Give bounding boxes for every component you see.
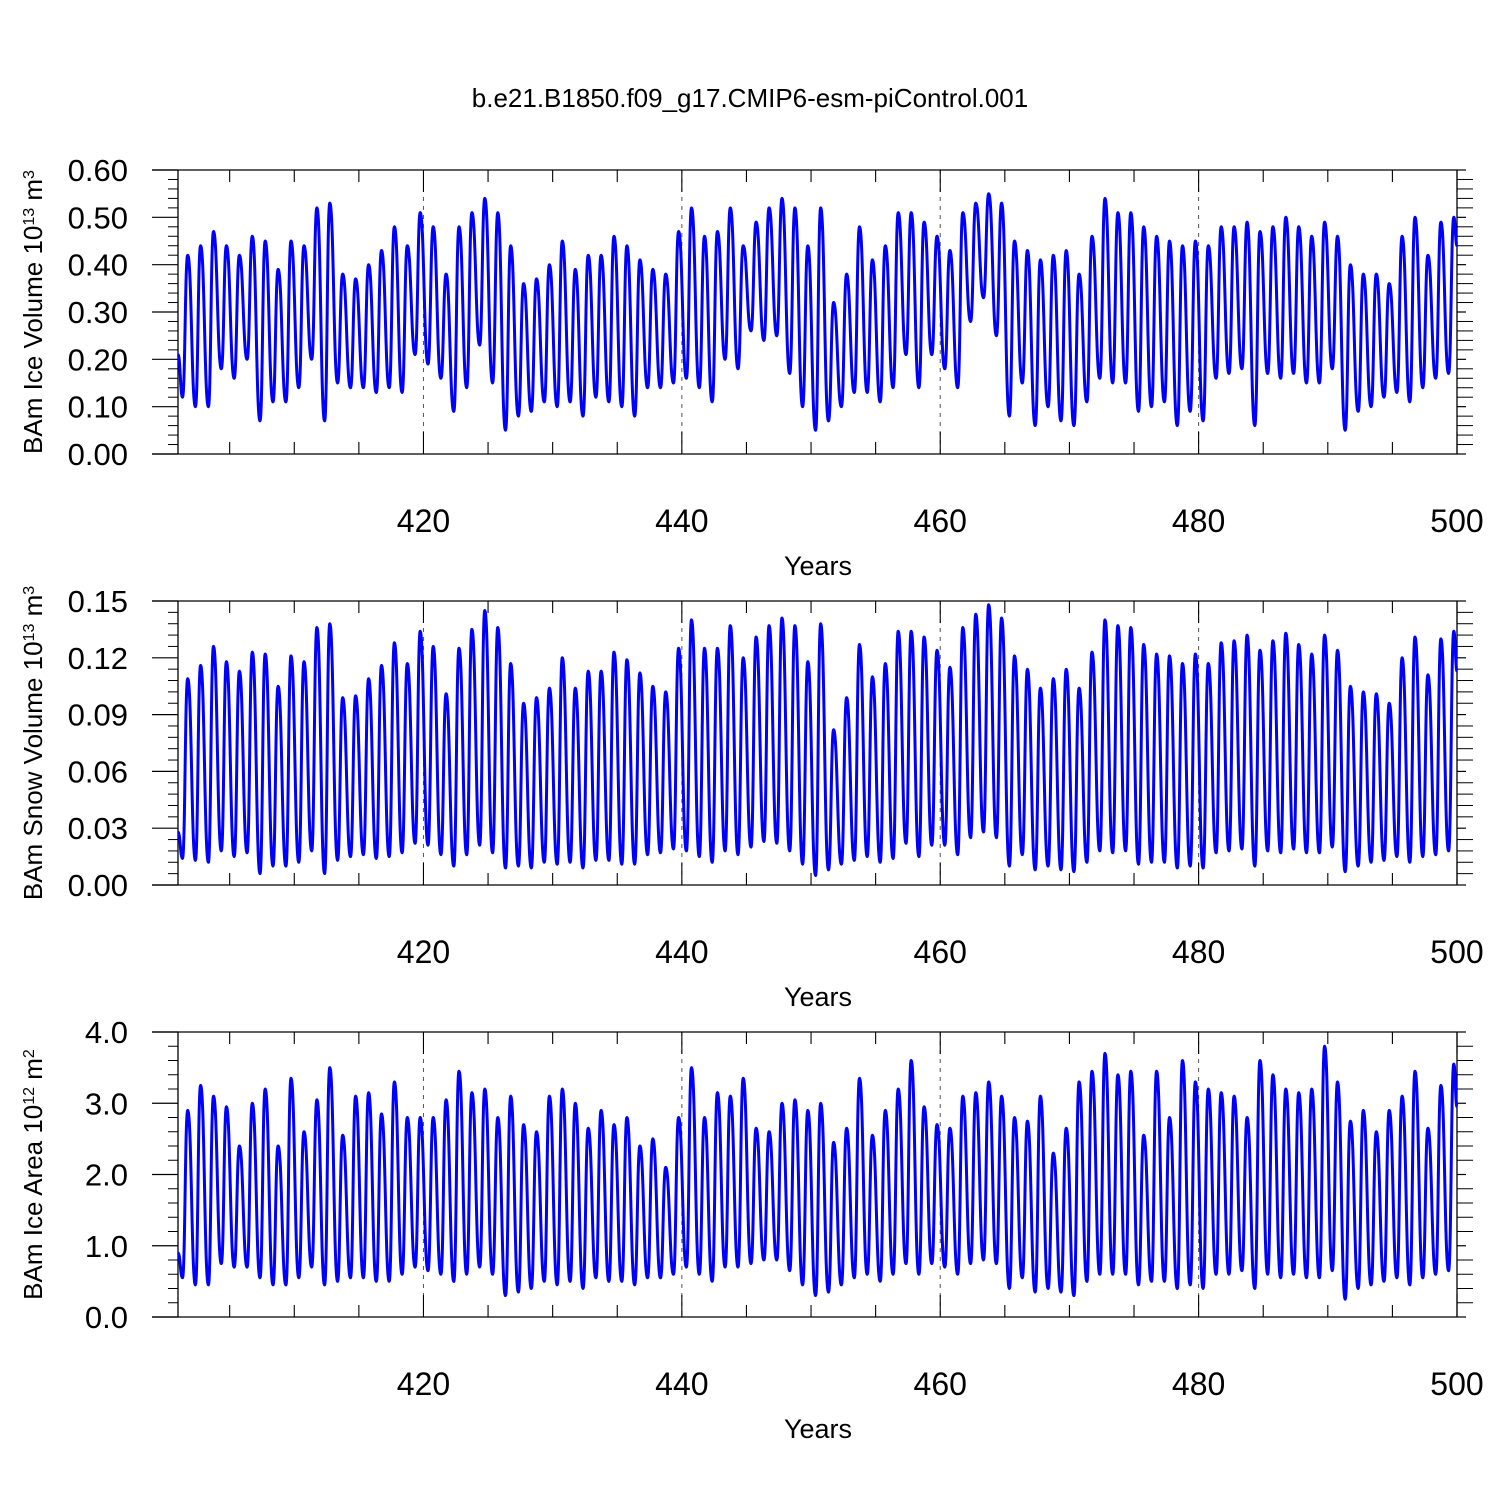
y-tick-label: 0.10 <box>68 390 128 425</box>
y-tick-label: 0.00 <box>68 437 128 472</box>
x-tick-label: 460 <box>914 1366 967 1402</box>
x-tick-label: 460 <box>914 503 967 539</box>
x-tick-label: 420 <box>397 1366 450 1402</box>
y-tick-label: 0.03 <box>68 811 128 846</box>
series-line <box>176 1044 1459 1301</box>
panels: 0.00 0.10 0.20 0.30 0.40 0.50 0.60 420 440 460 480… <box>18 153 1484 1444</box>
y-label-text: BAm Ice Volume 10 <box>18 226 48 454</box>
y-tick-label: 0.0 <box>85 1300 128 1335</box>
x-tick-label: 460 <box>914 934 967 970</box>
y-label-text: BAm Ice Area 10 <box>18 1105 48 1300</box>
y-tick-label: 0.15 <box>68 584 128 619</box>
x-tick-label: 500 <box>1430 503 1483 539</box>
y-tick-label: 2.0 <box>85 1158 128 1193</box>
y-label-unit-exp: 2 <box>21 1049 38 1058</box>
x-tick-label: 500 <box>1430 1366 1483 1402</box>
y-label-unit: m <box>18 179 48 208</box>
y-label-text: BAm Snow Volume 10 <box>18 641 48 900</box>
y-tick-label: 0.30 <box>68 295 128 330</box>
x-axis-label: Years <box>784 982 852 1012</box>
y-tick-label: 0.50 <box>68 200 128 235</box>
y-tick-label: 3.0 <box>85 1086 128 1121</box>
y-label-exp: 13 <box>21 624 38 642</box>
y-label-exp: 12 <box>21 1087 38 1105</box>
y-tick-label: 0.20 <box>68 342 128 377</box>
y-label-unit-exp: 3 <box>21 170 38 179</box>
y-axis-label: BAm Snow Volume 1013 m3 <box>18 586 48 900</box>
y-tick-label: 1.0 <box>85 1229 128 1264</box>
panel-2: 0.00 0.03 0.06 0.09 0.12 0.15 420 440 460 480 500 Y… <box>18 584 1484 1012</box>
x-tick-label: 440 <box>655 1366 708 1402</box>
y-axis-label: BAm Ice Volume 1013 m3 <box>18 170 48 454</box>
y-label-unit: m <box>18 595 48 624</box>
y-tick-label: 0.12 <box>68 641 128 676</box>
x-tick-label: 440 <box>655 934 708 970</box>
x-tick-label: 420 <box>397 503 450 539</box>
x-tick-label: 480 <box>1172 1366 1225 1402</box>
x-axis-label: Years <box>784 1414 852 1444</box>
y-axis-label: BAm Ice Area 1012 m2 <box>18 1049 48 1300</box>
x-tick-label: 420 <box>397 934 450 970</box>
y-tick-label: 0.06 <box>68 754 128 789</box>
x-tick-label: 500 <box>1430 934 1483 970</box>
series-line <box>176 192 1459 432</box>
y-tick-label: 0.60 <box>68 153 128 188</box>
x-tick-label: 440 <box>655 503 708 539</box>
y-label-exp: 13 <box>21 208 38 226</box>
x-tick-label: 480 <box>1172 503 1225 539</box>
x-axis-label: Years <box>784 551 852 581</box>
panel-1: 0.00 0.10 0.20 0.30 0.40 0.50 0.60 420 440 460 480… <box>18 153 1484 581</box>
series-line <box>176 603 1459 877</box>
figure-title: b.e21.B1850.f09_g17.CMIP6-esm-piControl.… <box>472 83 1028 113</box>
y-tick-label: 0.00 <box>68 868 128 903</box>
y-label-unit-exp: 3 <box>21 586 38 595</box>
panel-3: 0.0 1.0 2.0 3.0 4.0 420 440 460 480 500 Years BAm I… <box>18 1015 1484 1444</box>
y-tick-label: 0.40 <box>68 248 128 283</box>
y-tick-label: 4.0 <box>85 1015 128 1050</box>
y-tick-label: 0.09 <box>68 698 128 733</box>
x-tick-label: 480 <box>1172 934 1225 970</box>
y-label-unit: m <box>18 1058 48 1087</box>
